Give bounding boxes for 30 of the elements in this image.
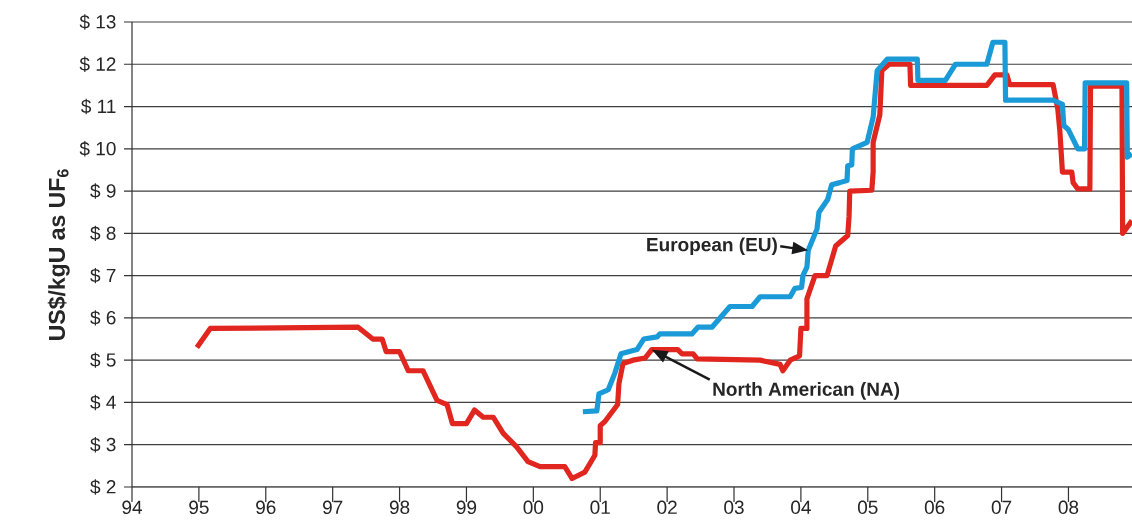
y-axis-title: US$/kgU as UF$_{6}$ — [47, 169, 70, 340]
x-tick-label: 98 — [389, 500, 410, 515]
y-tick-label: $ 2 — [90, 479, 116, 495]
y-tick-label: $ 6 — [90, 310, 116, 326]
series-label: North American (NA) — [713, 382, 900, 400]
x-tick-label: 01 — [590, 500, 610, 515]
x-tick-label: 96 — [256, 500, 276, 515]
y-tick-label: $ 9 — [90, 183, 116, 199]
x-tick-label: 95 — [189, 500, 209, 515]
y-tick-label: $ 13 — [79, 14, 116, 30]
x-tick-label: 07 — [991, 500, 1012, 515]
x-tick-label: 00 — [523, 500, 544, 515]
y-tick-label: $ 5 — [90, 352, 116, 368]
y-tick-label: $ 11 — [81, 98, 116, 115]
x-tick-label: 03 — [724, 500, 744, 515]
x-tick-label: 99 — [456, 500, 477, 515]
x-tick-label: 02 — [657, 500, 677, 515]
y-tick-label: $ 10 — [79, 141, 116, 157]
x-tick-label: 97 — [322, 500, 343, 515]
x-tick-label: 08 — [1058, 500, 1079, 515]
x-tick-label: 94 — [122, 500, 143, 515]
y-tick-label: $ 4 — [90, 394, 116, 411]
y-tick-label: $ 7 — [90, 267, 116, 284]
x-tick-label: 05 — [857, 500, 878, 515]
y-tick-label: $ 12 — [79, 56, 116, 72]
series-label: European (EU) — [647, 237, 777, 256]
x-tick-label: 04 — [791, 500, 811, 515]
y-tick-label: $ 3 — [90, 437, 116, 453]
x-tick-label: 06 — [924, 500, 945, 515]
y-tick-label: $ 8 — [90, 225, 116, 242]
